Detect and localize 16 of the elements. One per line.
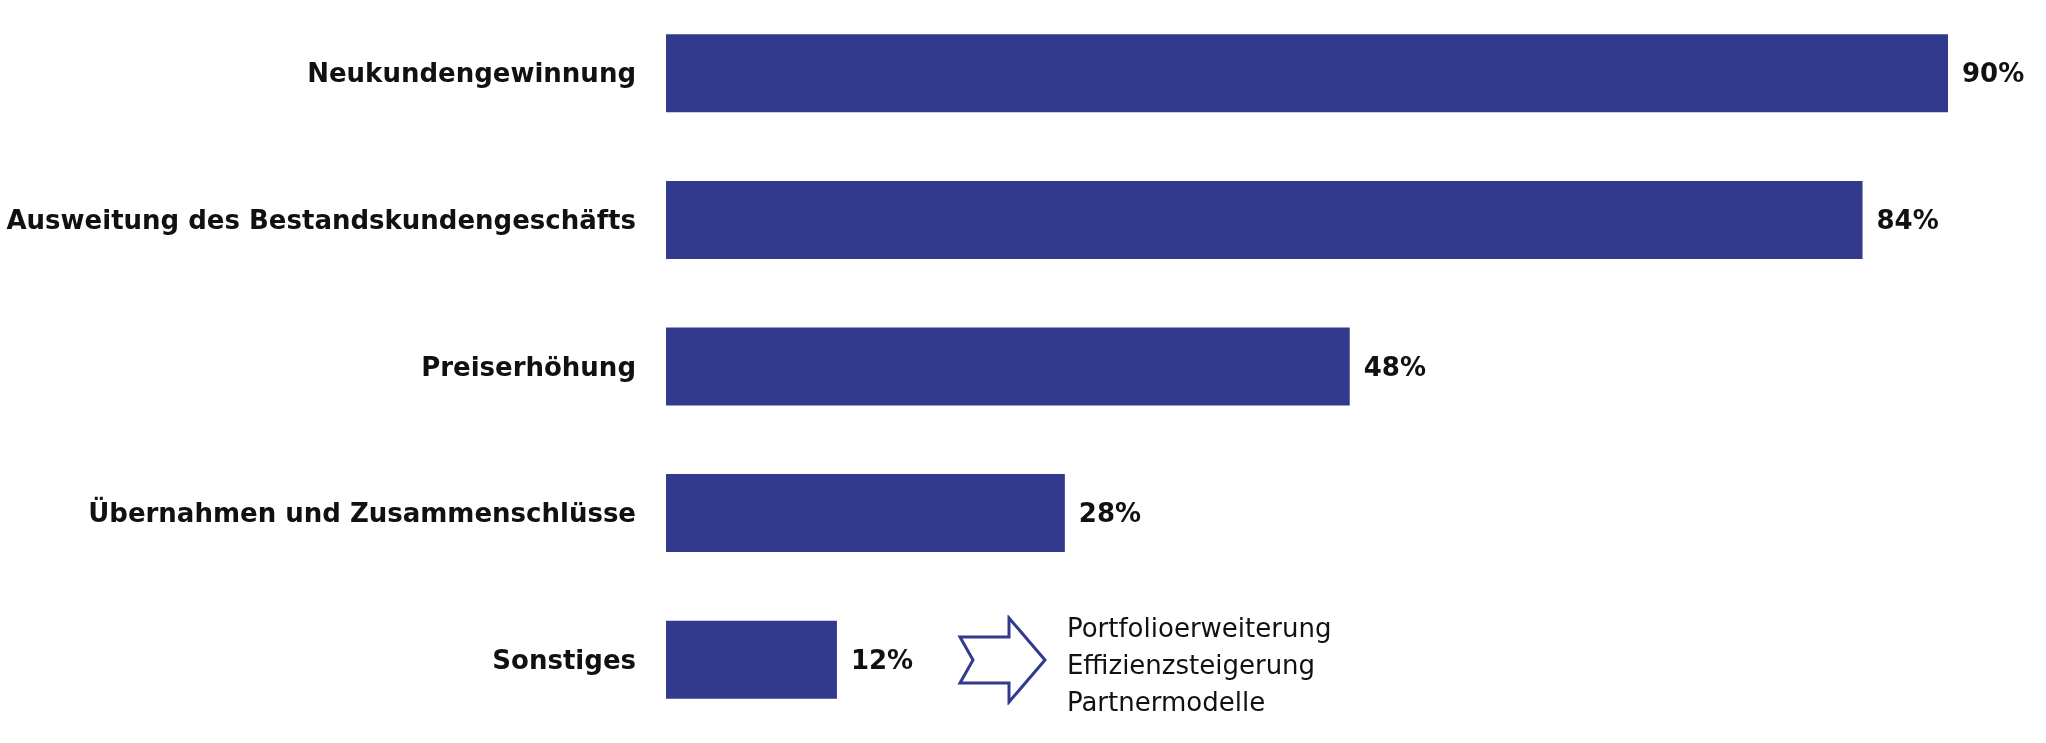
bar: [666, 180, 1863, 259]
annotation: Portfolioerweiterung Effizienzsteigerung Partnermodelle: [1066, 611, 1332, 719]
data-label: 28%: [1078, 498, 1142, 529]
bar: [666, 620, 837, 699]
y-tick-label: Ausweitung des Bestandskundengeschäfts: [6, 204, 636, 235]
data-label: 12%: [850, 644, 914, 675]
y-tick-label: Neukundengewinnung: [307, 58, 636, 89]
y-tick-label: Sonstiges: [492, 644, 636, 675]
data-label: 84%: [1876, 204, 1939, 235]
bar: [666, 474, 1065, 553]
y-tick-label: Übernahmen und Zusammenschlüsse: [88, 496, 636, 529]
bar: [666, 327, 1350, 406]
data-label: 48%: [1363, 351, 1426, 382]
y-tick-label: Preiserhöhung: [421, 351, 636, 382]
bar: [666, 34, 1948, 113]
data-label: 90%: [1962, 58, 2025, 89]
